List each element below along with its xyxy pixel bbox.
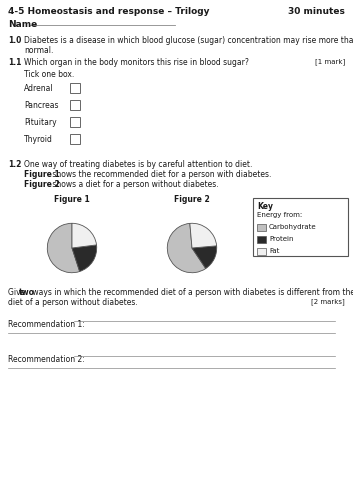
Text: Figure 1: Figure 1 bbox=[24, 170, 60, 179]
Text: two: two bbox=[19, 288, 35, 297]
Text: Figure 1: Figure 1 bbox=[54, 195, 90, 204]
Bar bbox=[70, 83, 80, 93]
Text: Tick one box.: Tick one box. bbox=[24, 70, 74, 79]
Text: Figure 2: Figure 2 bbox=[24, 180, 60, 189]
Text: Protein: Protein bbox=[269, 236, 293, 242]
Text: 1.0: 1.0 bbox=[8, 36, 22, 45]
Text: Diabetes is a disease in which blood glucose (sugar) concentration may rise more: Diabetes is a disease in which blood glu… bbox=[24, 36, 353, 45]
Text: Key: Key bbox=[257, 202, 273, 211]
Text: Which organ in the body monitors this rise in blood sugar?: Which organ in the body monitors this ri… bbox=[24, 58, 249, 67]
Text: 1.1: 1.1 bbox=[8, 58, 22, 67]
Wedge shape bbox=[190, 224, 217, 248]
Text: Energy from:: Energy from: bbox=[257, 212, 302, 218]
Wedge shape bbox=[47, 224, 80, 272]
Text: normal.: normal. bbox=[24, 46, 53, 55]
Wedge shape bbox=[167, 224, 206, 272]
Text: Figure 2: Figure 2 bbox=[174, 195, 210, 204]
Wedge shape bbox=[72, 224, 96, 248]
Text: Recommendation 2:: Recommendation 2: bbox=[8, 355, 85, 364]
Bar bbox=[70, 117, 80, 127]
Text: [2 marks]: [2 marks] bbox=[311, 298, 345, 304]
Text: Recommendation 1:: Recommendation 1: bbox=[8, 320, 85, 329]
Text: Adrenal: Adrenal bbox=[24, 84, 54, 93]
Bar bbox=[253, 198, 348, 256]
Text: [1 mark]: [1 mark] bbox=[315, 58, 345, 64]
Wedge shape bbox=[192, 246, 217, 268]
Text: 30 minutes: 30 minutes bbox=[288, 7, 345, 16]
Text: Pituitary: Pituitary bbox=[24, 118, 56, 127]
Bar bbox=[257, 248, 266, 255]
Wedge shape bbox=[72, 245, 97, 272]
Text: ways in which the recommended diet of a person with diabetes is different from t: ways in which the recommended diet of a … bbox=[30, 288, 353, 297]
Text: 4-5 Homeostasis and response – Trilogy: 4-5 Homeostasis and response – Trilogy bbox=[8, 7, 209, 16]
Bar bbox=[70, 100, 80, 110]
Bar bbox=[70, 134, 80, 144]
Text: shows a diet for a person without diabetes.: shows a diet for a person without diabet… bbox=[50, 180, 219, 189]
Text: One way of treating diabetes is by careful attention to diet.: One way of treating diabetes is by caref… bbox=[24, 160, 252, 169]
Text: Pancreas: Pancreas bbox=[24, 101, 59, 110]
Bar bbox=[257, 236, 266, 243]
Text: shows the recommended diet for a person with diabetes.: shows the recommended diet for a person … bbox=[50, 170, 271, 179]
Text: 1.2: 1.2 bbox=[8, 160, 22, 169]
Text: Carbohydrate: Carbohydrate bbox=[269, 224, 317, 230]
Text: Thyroid: Thyroid bbox=[24, 135, 53, 144]
Text: Give: Give bbox=[8, 288, 28, 297]
Bar bbox=[257, 224, 266, 231]
Text: diet of a person without diabetes.: diet of a person without diabetes. bbox=[8, 298, 138, 307]
Text: Name: Name bbox=[8, 20, 37, 29]
Text: Fat: Fat bbox=[269, 248, 279, 254]
